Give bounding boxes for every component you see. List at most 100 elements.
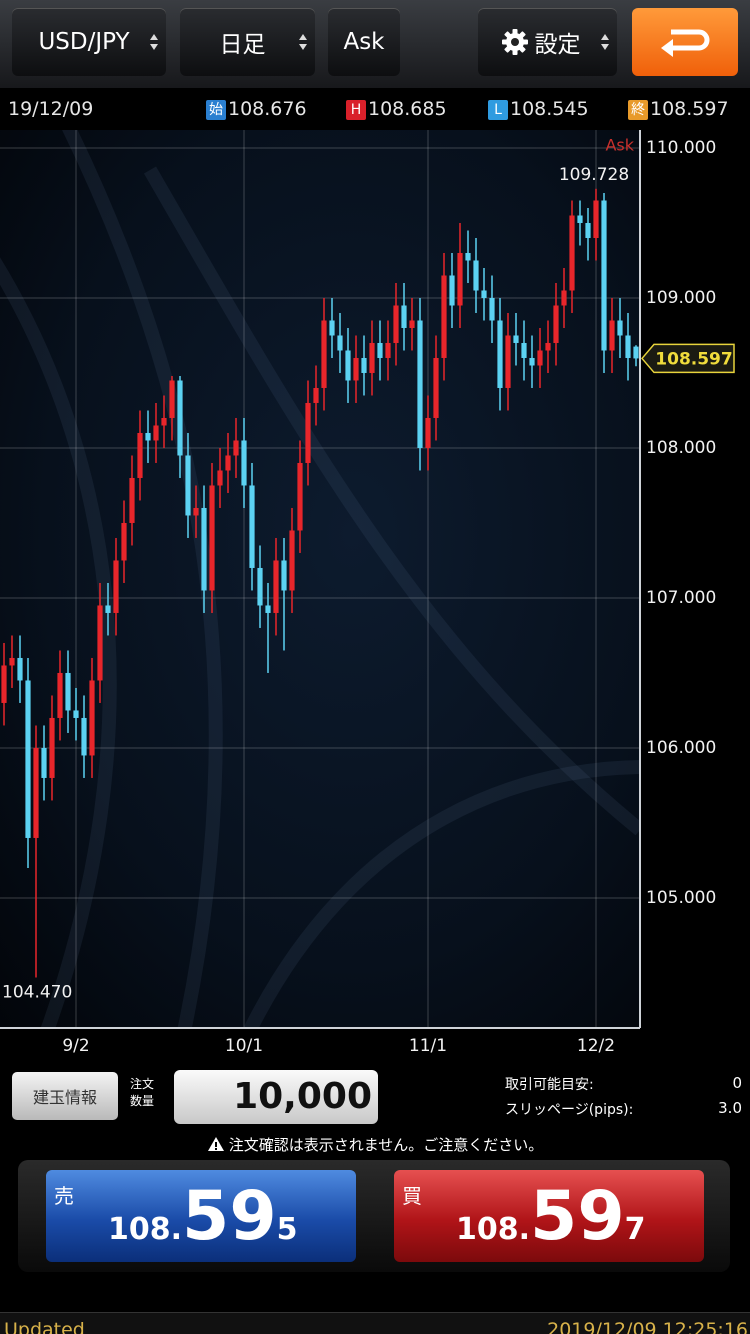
warning: 注文確認は表示されません。ご注意ください。 [0, 1134, 750, 1155]
candle-body [425, 417, 431, 448]
settings-button[interactable]: 設定 [478, 8, 617, 76]
price-side-button[interactable]: Ask [328, 8, 400, 76]
ohlc-value: 108.597 [650, 98, 729, 120]
ohlc-icon: 終 [628, 100, 648, 120]
updown-icon [601, 34, 609, 50]
candle-body [225, 455, 231, 471]
candle-body [529, 357, 535, 366]
y-tick-label: 109.000 [646, 288, 716, 308]
candle-body [361, 357, 367, 373]
candle-body [497, 320, 503, 388]
candle-body [217, 470, 223, 486]
candle-body [545, 342, 551, 351]
candle-body [569, 215, 575, 291]
candle-body [121, 522, 127, 561]
candle-body [273, 560, 279, 613]
position-info-button[interactable]: 建玉情報 [12, 1072, 118, 1120]
candle-body [337, 335, 343, 351]
sell-button[interactable]: 売 108.595 [46, 1170, 356, 1262]
timeframe-selector[interactable]: 日足 [180, 8, 315, 76]
candle-body [73, 710, 79, 718]
candle-body [97, 605, 103, 681]
buy-label: 買 [402, 1184, 422, 1208]
status-bar: Updated 2019/12/09 12:25:16 [0, 1312, 750, 1334]
candle-body [329, 320, 335, 336]
warning-icon [207, 1137, 224, 1151]
price-pips: 59 [182, 1177, 277, 1256]
candles [1, 188, 639, 978]
candle-body [353, 357, 359, 381]
quantity-label-line: 注文 [130, 1077, 155, 1091]
quantity-input[interactable]: 10,000 [174, 1070, 378, 1124]
candle-body [417, 320, 423, 448]
max-annotation: 109.728 [559, 165, 629, 185]
candle-body [385, 342, 391, 358]
symbol-selector[interactable]: USD/JPY [12, 8, 166, 76]
timeframe: 日足 [219, 32, 266, 58]
candle-body [201, 507, 207, 591]
candle-body [257, 567, 263, 606]
candle-body [41, 747, 47, 778]
price-big: 108. [456, 1212, 531, 1247]
back-button[interactable] [632, 8, 738, 76]
candle-body [617, 320, 623, 336]
y-tick-label: 105.000 [646, 888, 716, 908]
candle-body [481, 290, 487, 298]
candle-body [9, 657, 15, 666]
gear-icon [501, 29, 528, 55]
candle-body [249, 485, 255, 568]
candle-body [129, 477, 135, 523]
available-value: 0 [732, 1074, 742, 1092]
candle-body [241, 440, 247, 486]
last-price-tag [641, 343, 735, 374]
buy-price: 108.597 [456, 1177, 646, 1256]
candle-body [169, 380, 175, 418]
price-tail: 5 [276, 1212, 298, 1247]
candle-body [401, 305, 407, 328]
candle-body [561, 290, 567, 306]
candle-body [625, 335, 631, 358]
button-label: 建玉情報 [32, 1088, 97, 1107]
candle-body [305, 402, 311, 463]
price-side: Ask [343, 29, 385, 55]
candle-body [409, 320, 415, 328]
quantity: 10,000 [233, 1076, 372, 1117]
candle-body [233, 440, 239, 456]
corner-label: Ask [605, 136, 634, 155]
available-label: 取引可能目安: [505, 1077, 594, 1093]
candle-body [193, 507, 199, 516]
slippage-label: スリッページ(pips): [505, 1102, 634, 1118]
candle-body [313, 387, 319, 403]
sell-label: 売 [54, 1184, 74, 1208]
status: Updated [4, 1319, 85, 1334]
candle-body [513, 335, 519, 343]
quantity-label: 注文 数量 [130, 1076, 154, 1110]
back-icon [661, 29, 710, 57]
ohlc-item: L 108.545 [488, 98, 589, 120]
ohlc-bar: 19/12/09 始 108.676 H 108.685 L 108.545 終 108… [0, 88, 750, 132]
ohlc-icon: L [488, 100, 508, 120]
price-tail: 7 [624, 1212, 646, 1247]
candle-body [393, 305, 399, 343]
candle-body [465, 252, 471, 261]
candle-body [281, 560, 287, 591]
candle-body [177, 380, 183, 456]
updown-icon [150, 34, 158, 50]
candle-body [601, 200, 607, 351]
buy-button[interactable]: 買 108.597 [394, 1170, 704, 1262]
candle-body [209, 485, 215, 591]
y-tick-label: 107.000 [646, 588, 716, 608]
x-tick-label: 12/2 [577, 1036, 615, 1056]
quantity-label-line: 数量 [130, 1094, 155, 1108]
candle-body [441, 275, 447, 358]
candle-body [33, 747, 39, 838]
candle-body [377, 342, 383, 358]
candle-body [81, 717, 87, 756]
updown-icon [299, 34, 307, 50]
symbol: USD/JPY [38, 29, 130, 55]
candle-body [297, 462, 303, 531]
candle-body [1, 665, 7, 703]
candle-body [57, 672, 63, 718]
x-tick-label: 9/2 [62, 1036, 89, 1056]
price-pips: 59 [530, 1177, 625, 1256]
